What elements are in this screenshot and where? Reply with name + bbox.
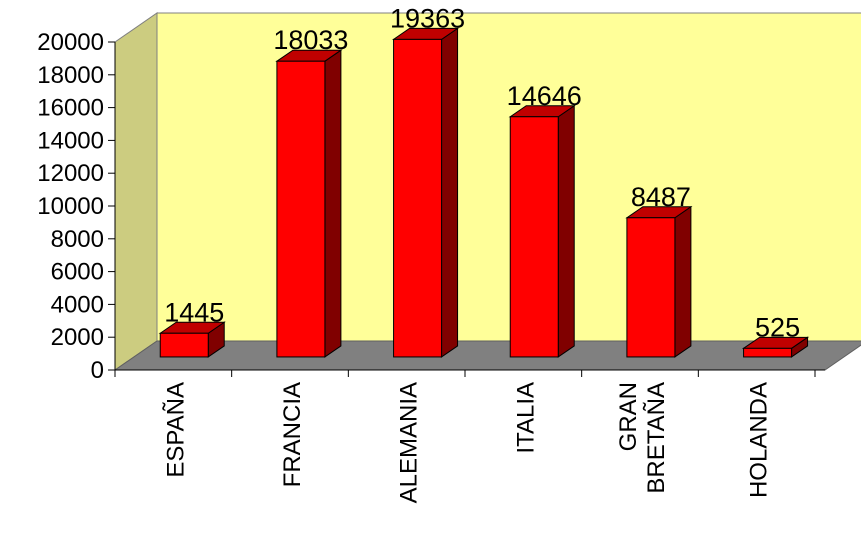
category-label: ITALIA <box>512 382 539 454</box>
back-wall <box>156 12 861 342</box>
category-label: ESPAÑA <box>162 382 189 478</box>
category-label-line: ALEMANIA <box>396 382 423 503</box>
category-label: HOLANDA <box>746 382 773 498</box>
bar-side <box>324 49 342 358</box>
y-tick-label: 14000 <box>37 127 104 154</box>
bar-side <box>441 27 459 358</box>
category-label-line: BRETAÑA <box>643 382 670 494</box>
y-tick-label: 4000 <box>51 291 104 318</box>
data-labels: 1445 18033 19363 14646 8487 525 <box>164 3 800 342</box>
category-label-line: ESPAÑA <box>162 382 189 478</box>
bar-front <box>159 332 209 358</box>
y-axis: 0 2000 4000 6000 8000 10000 12000 14000 16000 180… <box>37 29 116 384</box>
bar-front <box>509 116 559 358</box>
category-labels: ESPAÑA FRANCIA ALEMANIA ITALIA GRANBRETAÑA HO… <box>162 382 772 503</box>
bar-front <box>276 60 326 358</box>
bar <box>158 321 226 358</box>
bar <box>508 104 576 358</box>
category-label: FRANCIA <box>279 382 306 487</box>
data-label: 18033 <box>273 25 348 55</box>
category-label: ALEMANIA <box>396 382 423 503</box>
bar <box>391 27 460 358</box>
category-label-line: GRAN <box>615 382 642 451</box>
bar-front <box>743 347 793 358</box>
data-label: 525 <box>755 312 800 342</box>
y-tick-label: 0 <box>91 357 104 384</box>
bar <box>275 49 343 358</box>
bar-side <box>557 104 575 358</box>
side-wall <box>114 12 158 371</box>
category-label: GRANBRETAÑA <box>615 382 670 494</box>
y-tick-label: 16000 <box>37 95 104 122</box>
chart-walls <box>113 12 861 371</box>
bar <box>741 336 810 358</box>
x-axis <box>114 369 825 377</box>
data-label: 19363 <box>390 3 465 33</box>
data-label: 8487 <box>631 182 691 212</box>
y-tick-label: 8000 <box>51 226 104 253</box>
bar <box>625 205 693 358</box>
category-label-line: HOLANDA <box>746 382 773 498</box>
category-label-line: FRANCIA <box>279 382 306 487</box>
bar-front <box>626 217 676 358</box>
y-tick-label: 12000 <box>37 160 104 187</box>
bar-front <box>393 38 443 358</box>
y-tick-label: 18000 <box>37 62 104 89</box>
data-label: 14646 <box>507 81 582 111</box>
y-tick-label: 2000 <box>51 324 104 351</box>
bars <box>158 27 810 358</box>
y-tick-label: 10000 <box>37 193 104 220</box>
y-tick-label: 6000 <box>51 259 104 286</box>
bar-side <box>674 205 692 358</box>
y-tick-label: 20000 <box>37 29 104 56</box>
category-label-line: ITALIA <box>512 382 539 454</box>
data-label: 1445 <box>164 297 224 327</box>
